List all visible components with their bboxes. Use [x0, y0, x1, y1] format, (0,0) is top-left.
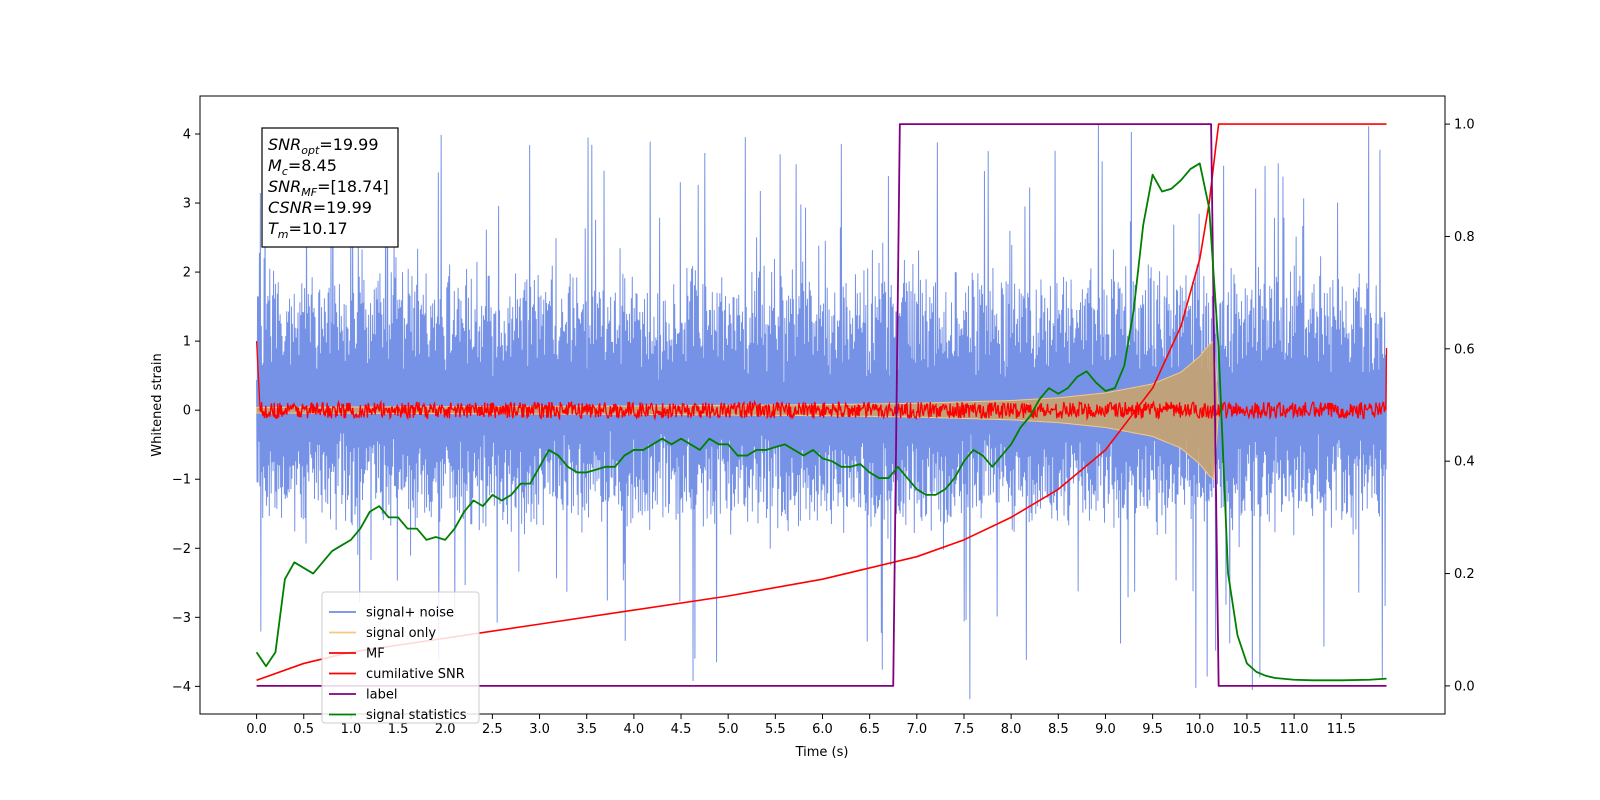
y2-tick-label: 1.0 [1454, 118, 1475, 133]
y-tick-label: −3 [172, 611, 191, 626]
info-box-frame [261, 127, 399, 248]
series-signal-statistics [255, 162, 1387, 682]
x-tick-label: 10.5 [1232, 722, 1261, 737]
x-tick-label: 8.5 [1048, 722, 1069, 737]
x-tick-label: 1.0 [341, 722, 362, 737]
x-axis: 0.0 0.5 1.0 1.5 2.0 2.5 3.0 3.5 4.0 4.5 5.0 5.5 6.0 6… [246, 714, 1356, 737]
legend: signal+ noise signal only MF cumilative SNR… [321, 591, 480, 724]
x-tick-label: 3.0 [529, 722, 550, 737]
y2-tick-label: 0.6 [1454, 342, 1475, 357]
legend-label-mf: MF [366, 647, 385, 662]
legend-label-label: label [366, 688, 397, 703]
x-tick-label: 2.5 [482, 722, 503, 737]
x-tick-label: 9.0 [1095, 722, 1116, 737]
x-tick-label: 0.0 [246, 722, 267, 737]
x-tick-label: 4.0 [624, 722, 645, 737]
y-tick-label: −4 [172, 680, 191, 695]
x-tick-label: 7.0 [906, 722, 927, 737]
y-tick-label: −1 [172, 473, 191, 488]
info-line: Mc=8.45 [268, 156, 337, 178]
series-layer [255, 123, 1388, 700]
info-line: SNRopt=19.99 [268, 135, 379, 157]
y2-tick-label: 0.0 [1454, 679, 1475, 694]
y-tick-label: −2 [172, 542, 191, 557]
x-tick-label: 4.5 [671, 722, 692, 737]
x-tick-label: 8.0 [1001, 722, 1022, 737]
series-signal-only [256, 340, 1220, 481]
info-box: SNRopt=19.99Mc=8.45SNRMF=[18.74]CSNR=19.… [261, 127, 399, 248]
x-tick-label: 11.5 [1327, 722, 1356, 737]
y-axis-right: 0.0 0.2 0.4 0.6 0.8 1.0 [1445, 118, 1475, 694]
y-axis-left: −4 −3 −2 −1 0 1 2 3 4 [172, 127, 200, 695]
legend-label-cumilative-snr: cumilative SNR [366, 667, 465, 682]
x-tick-label: 6.0 [812, 722, 833, 737]
y-tick-label: 1 [183, 335, 191, 350]
y-tick-label: 2 [183, 266, 191, 281]
legend-label-signal-statistics: signal statistics [366, 708, 467, 723]
y-axis-label: Whitened strain [150, 353, 165, 456]
x-tick-label: 2.0 [435, 722, 456, 737]
y2-tick-label: 0.4 [1454, 455, 1475, 470]
y-tick-label: 0 [183, 404, 191, 419]
x-tick-label: 1.5 [388, 722, 409, 737]
legend-frame [321, 591, 480, 724]
series-signal-noise [256, 123, 1388, 700]
x-tick-label: 10.0 [1185, 722, 1214, 737]
x-tick-label: 7.5 [954, 722, 975, 737]
x-axis-label: Time (s) [795, 745, 849, 760]
legend-label-signal-noise: signal+ noise [366, 606, 454, 621]
x-tick-label: 0.5 [293, 722, 314, 737]
legend-label-signal-only: signal only [366, 626, 436, 641]
y-tick-label: 4 [183, 127, 191, 142]
x-tick-label: 9.5 [1142, 722, 1163, 737]
info-line: CSNR=19.99 [268, 198, 372, 217]
info-line: Tm=10.17 [268, 219, 348, 241]
x-tick-label: 5.0 [718, 722, 739, 737]
x-tick-label: 6.5 [859, 722, 880, 737]
series-label [256, 123, 1387, 687]
series-mf [255, 341, 1388, 421]
x-tick-label: 5.5 [765, 722, 786, 737]
y2-tick-label: 0.2 [1454, 567, 1475, 582]
x-tick-label: 11.0 [1280, 722, 1309, 737]
x-tick-label: 3.5 [576, 722, 597, 737]
info-line: SNRMF=[18.74] [268, 177, 389, 199]
y-tick-label: 3 [183, 197, 191, 212]
y2-tick-label: 0.8 [1454, 230, 1475, 245]
